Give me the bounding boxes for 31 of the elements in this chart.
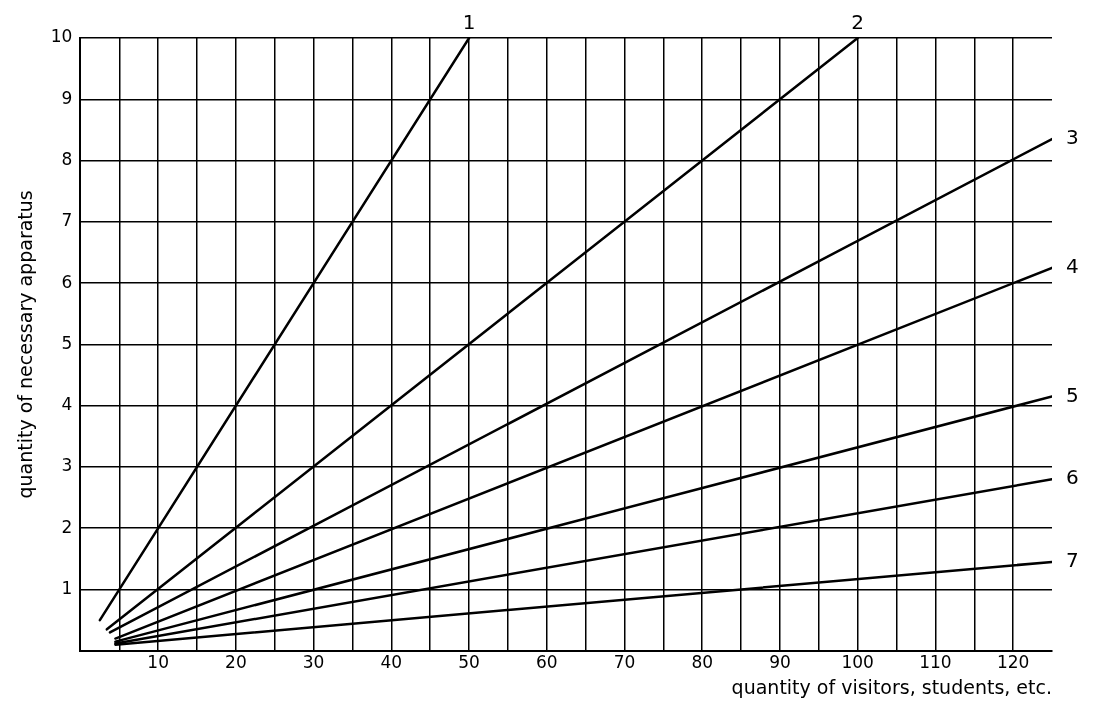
x-axis-title: quantity of visitors, students, etc. bbox=[731, 675, 1052, 698]
x-tick-label: 110 bbox=[919, 652, 952, 673]
x-tick-label: 90 bbox=[769, 652, 791, 673]
y-tick-label: 2 bbox=[61, 516, 73, 537]
x-tick-label: 70 bbox=[613, 652, 636, 673]
series-label: 1 bbox=[462, 10, 476, 35]
series-label: 6 bbox=[1066, 465, 1079, 490]
series-label: 5 bbox=[1066, 382, 1079, 407]
series-label: 3 bbox=[1066, 125, 1079, 150]
x-tick-label: 80 bbox=[691, 652, 714, 673]
x-tick-label: 50 bbox=[458, 652, 480, 673]
x-tick-label: 40 bbox=[380, 652, 403, 673]
y-tick-label: 5 bbox=[61, 332, 73, 353]
y-tick-label: 7 bbox=[61, 210, 73, 231]
y-tick-label: 4 bbox=[61, 394, 73, 415]
x-tick-label: 60 bbox=[535, 652, 558, 673]
x-tick-label: 120 bbox=[996, 652, 1030, 673]
x-tick-label: 10 bbox=[147, 652, 169, 673]
y-tick-label: 10 bbox=[50, 26, 73, 47]
series-label: 7 bbox=[1066, 548, 1079, 573]
y-tick-label: 9 bbox=[61, 87, 73, 108]
x-tick-label: 30 bbox=[302, 652, 325, 673]
x-tick-label: 20 bbox=[225, 652, 247, 673]
series-label: 4 bbox=[1066, 254, 1079, 278]
x-tick-label: 100 bbox=[841, 652, 874, 673]
y-tick-label: 6 bbox=[61, 271, 73, 292]
y-tick-label: 3 bbox=[61, 455, 73, 476]
y-axis-title: quantity of necessary apparatus bbox=[14, 190, 37, 499]
y-tick-label: 8 bbox=[61, 148, 73, 169]
series-label: 2 bbox=[851, 10, 865, 35]
y-tick-label: 1 bbox=[61, 577, 73, 598]
